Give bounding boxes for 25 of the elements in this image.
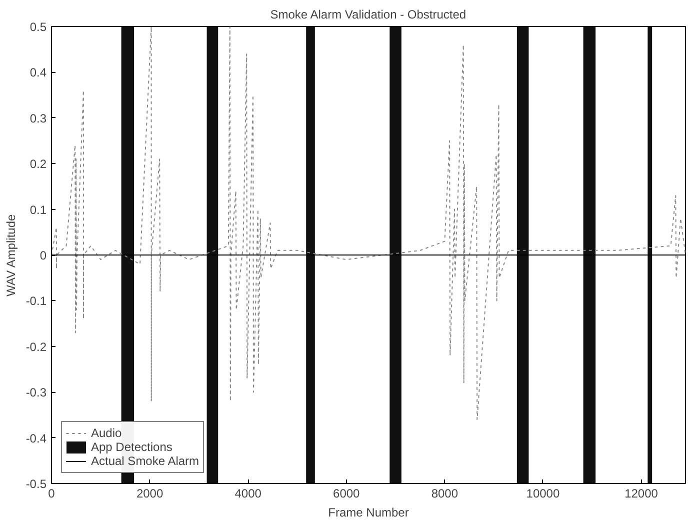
y-tick-label: -0.5 [26,477,47,491]
line-series [52,26,686,420]
y-tick-label: 0 [40,248,47,262]
y-tick-label: -0.4 [26,431,47,446]
x-axis-title: Frame Number [328,506,409,520]
legend-label: Audio [91,426,122,440]
y-tick-label: 0.3 [30,111,47,126]
y-tick-label: -0.3 [26,386,47,400]
y-axis-title: WAV Amplitude [4,214,18,296]
x-tick-label: 4000 [234,486,262,500]
x-tick-label: 6000 [333,486,360,500]
y-tick-label: 0.1 [30,202,47,217]
chart-title: Smoke Alarm Validation - Obstructed [270,8,466,22]
band-label: App Detections [91,440,172,454]
x-tick-label: 10000 [526,486,560,500]
y-tick-label: -0.1 [26,294,47,308]
y-tick-label: -0.2 [26,340,47,354]
x-tick-label: 8000 [431,486,458,500]
y-tick-label: 0.5 [30,20,47,34]
y-tick-label: 0.2 [30,157,47,172]
x-tick-label: 0 [48,486,56,500]
legend-label: Actual Smoke Alarm [91,454,200,468]
y-tick-label: 0.4 [30,66,47,80]
x-tick-label: 2000 [136,486,164,500]
x-tick-label: 12000 [624,486,658,500]
